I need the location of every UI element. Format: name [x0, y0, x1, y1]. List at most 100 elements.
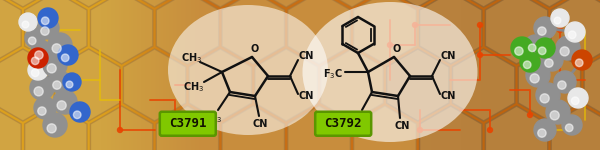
Polygon shape	[124, 0, 186, 7]
Polygon shape	[518, 49, 581, 121]
Circle shape	[535, 38, 555, 58]
Polygon shape	[551, 0, 600, 64]
Polygon shape	[386, 49, 449, 121]
Circle shape	[70, 102, 90, 122]
Circle shape	[526, 63, 550, 87]
Circle shape	[560, 47, 569, 56]
Polygon shape	[518, 0, 581, 7]
Polygon shape	[288, 106, 350, 150]
Circle shape	[556, 36, 580, 60]
Circle shape	[540, 94, 549, 103]
Circle shape	[527, 112, 533, 117]
Polygon shape	[189, 0, 251, 7]
Circle shape	[536, 83, 560, 107]
Polygon shape	[485, 0, 548, 64]
Polygon shape	[124, 49, 186, 121]
Circle shape	[58, 45, 78, 65]
Ellipse shape	[168, 5, 328, 135]
Polygon shape	[452, 0, 515, 7]
Circle shape	[34, 87, 43, 96]
Polygon shape	[255, 0, 317, 7]
Text: CN: CN	[253, 119, 268, 129]
FancyBboxPatch shape	[315, 112, 371, 136]
Polygon shape	[551, 106, 600, 150]
Polygon shape	[452, 0, 515, 7]
Circle shape	[523, 61, 531, 69]
Circle shape	[534, 17, 556, 39]
Circle shape	[541, 49, 563, 71]
Polygon shape	[91, 0, 153, 64]
Circle shape	[37, 17, 59, 39]
Polygon shape	[0, 0, 54, 7]
Circle shape	[25, 28, 45, 48]
Circle shape	[61, 54, 69, 62]
Circle shape	[478, 22, 482, 27]
Polygon shape	[386, 0, 449, 7]
Circle shape	[413, 22, 418, 27]
Polygon shape	[518, 49, 581, 121]
Polygon shape	[584, 49, 600, 121]
Circle shape	[568, 88, 588, 108]
Polygon shape	[354, 106, 416, 150]
Polygon shape	[419, 0, 482, 64]
Polygon shape	[321, 0, 383, 7]
Circle shape	[529, 44, 536, 52]
Text: C3792: C3792	[325, 117, 362, 130]
Circle shape	[47, 64, 56, 73]
Circle shape	[22, 21, 29, 28]
Circle shape	[53, 81, 61, 89]
Text: CH$_3$: CH$_3$	[184, 80, 205, 94]
Text: C3791: C3791	[169, 117, 206, 130]
Text: CN: CN	[440, 91, 455, 101]
Circle shape	[118, 128, 122, 132]
Ellipse shape	[302, 2, 478, 142]
Circle shape	[53, 90, 77, 114]
Circle shape	[538, 129, 546, 137]
Text: CH$_3$: CH$_3$	[181, 51, 203, 65]
Text: F$_3$C: F$_3$C	[323, 67, 343, 81]
Circle shape	[63, 73, 81, 91]
Circle shape	[173, 128, 178, 132]
Polygon shape	[288, 0, 350, 64]
Circle shape	[34, 97, 56, 119]
Polygon shape	[25, 106, 87, 150]
Circle shape	[388, 42, 392, 48]
Circle shape	[520, 52, 540, 72]
Circle shape	[31, 57, 39, 65]
Circle shape	[43, 113, 67, 137]
Polygon shape	[485, 106, 548, 150]
Polygon shape	[518, 0, 581, 7]
Polygon shape	[452, 49, 515, 121]
Circle shape	[534, 119, 556, 141]
Circle shape	[545, 59, 553, 67]
Circle shape	[554, 17, 561, 24]
Circle shape	[572, 50, 592, 70]
Polygon shape	[485, 106, 548, 150]
Circle shape	[530, 74, 539, 83]
Polygon shape	[354, 0, 416, 64]
Polygon shape	[419, 0, 482, 64]
Circle shape	[554, 71, 576, 93]
Circle shape	[551, 9, 569, 27]
Circle shape	[571, 97, 579, 105]
Circle shape	[511, 37, 533, 59]
Polygon shape	[0, 0, 21, 64]
Polygon shape	[584, 0, 600, 7]
Polygon shape	[551, 106, 600, 150]
Circle shape	[487, 128, 493, 132]
Circle shape	[30, 76, 54, 100]
Circle shape	[28, 37, 36, 45]
Polygon shape	[452, 49, 515, 121]
Polygon shape	[189, 49, 251, 121]
Circle shape	[538, 27, 546, 35]
Circle shape	[38, 8, 58, 28]
Circle shape	[478, 52, 482, 57]
Circle shape	[557, 27, 563, 33]
Polygon shape	[386, 0, 449, 7]
Polygon shape	[386, 49, 449, 121]
Polygon shape	[584, 0, 600, 7]
Polygon shape	[222, 0, 284, 64]
Circle shape	[515, 47, 523, 55]
Circle shape	[48, 33, 72, 57]
Circle shape	[565, 124, 573, 132]
